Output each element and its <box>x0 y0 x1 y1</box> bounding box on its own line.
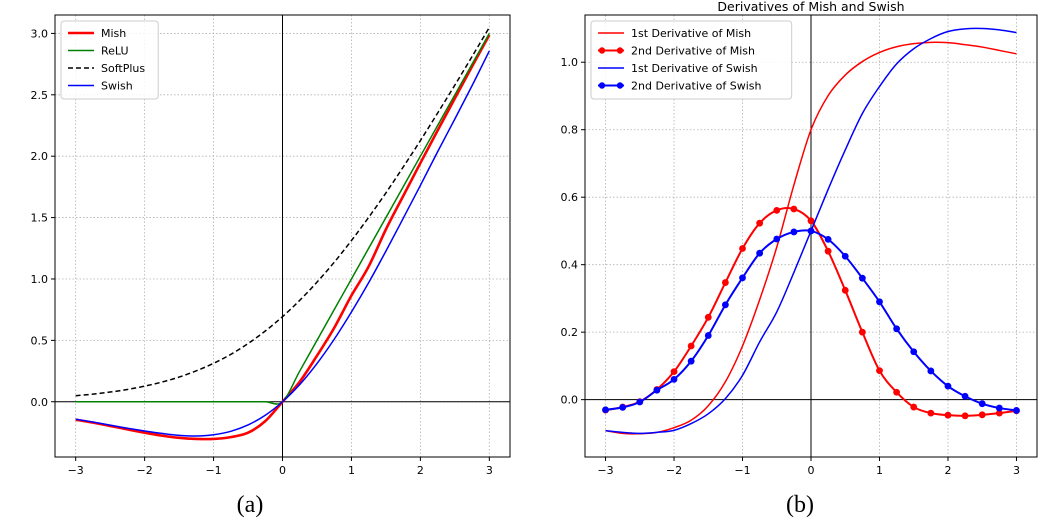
chart-a-legend <box>60 20 159 100</box>
chart-b-series-3-point-3 <box>653 386 661 394</box>
chart-a-legend-label-3: Swish <box>101 80 133 93</box>
chart-b-series-1-point-6 <box>704 313 712 321</box>
chart-b: −3 −2 −1 0 1 2 3 0.0 0.2 0.4 0.6 0.8 1.0 Derivatives … <box>561 0 1038 477</box>
chart-b-series-3-point-2 <box>636 398 644 406</box>
chart-b-series-3-point-5 <box>687 357 695 365</box>
chart-b-series-1-point-18 <box>910 403 918 411</box>
chart-b-xtick-label-5: 2 <box>944 464 951 477</box>
chart-b-series-1-point-5 <box>687 342 695 350</box>
chart-a-legend-label-1: ReLU <box>101 45 129 58</box>
chart-b-legend-label-0: 1st Derivative of Mish <box>631 27 751 40</box>
chart-a-plot-area <box>75 27 491 441</box>
chart-b-series-3-point-14 <box>841 252 849 260</box>
chart-b-series-1-point-17 <box>893 388 901 396</box>
chart-b-series-1-point-16 <box>876 367 883 375</box>
chart-b-series-3-point-20 <box>944 382 952 390</box>
chart-b-series-3-point-16 <box>876 298 883 306</box>
chart-a-xtick-label-1: −2 <box>137 464 153 477</box>
chart-a-xtick-label-6: 3 <box>486 464 493 477</box>
chart-b-legend-marker-3-b <box>616 82 624 89</box>
chart-b-xtick-label-3: 0 <box>808 464 815 477</box>
chart-b-series-3-point-19 <box>927 367 935 375</box>
chart-a-xtick-label-0: −3 <box>68 464 84 477</box>
chart-a-xtick-label-4: 1 <box>348 464 355 477</box>
chart-b-xtick-label-4: 1 <box>876 464 883 477</box>
chart-b-series-3-point-15 <box>858 274 866 282</box>
chart-a-ytick-label-1: 0.5 <box>31 334 49 347</box>
chart-a-ytick-label-5: 2.5 <box>31 89 49 102</box>
chart-b-xtick-label-1: −2 <box>666 464 682 477</box>
chart-b-legend-marker-1-b <box>616 47 624 54</box>
chart-b-series-1-point-10 <box>773 206 781 214</box>
chart-b-title: Derivatives of Mish and Swish <box>717 0 904 14</box>
chart-b-legend-label-1: 2nd Derivative of Mish <box>631 45 755 58</box>
chart-b-series-0 <box>605 41 1017 435</box>
chart-b-series-1-point-23 <box>995 409 1003 417</box>
chart-a-ytick-label-4: 2.0 <box>31 150 49 163</box>
chart-b-series-1-point-15 <box>858 328 866 336</box>
chart-b-legend <box>590 20 793 100</box>
chart-b-legend-label-3: 2nd Derivative of Swish <box>631 80 762 93</box>
chart-b-series-1-point-22 <box>978 411 986 419</box>
chart-a-xtick-label-3: 0 <box>279 464 286 477</box>
chart-b-series-3-point-0 <box>602 406 609 414</box>
chart-b-ytick-label-0: 0.0 <box>561 394 579 407</box>
chart-a-legend-label-0: Mish <box>101 27 126 40</box>
chart-b-series-1-point-12 <box>807 217 815 225</box>
chart-b-ytick-label-5: 1.0 <box>561 56 579 69</box>
chart-b-series-3-point-8 <box>739 274 746 282</box>
chart-b-series-3-point-6 <box>704 332 712 339</box>
chart-b-ytick-label-2: 0.4 <box>561 259 579 272</box>
chart-b-series-1-point-19 <box>927 409 935 417</box>
caption-a: (a) <box>236 492 264 518</box>
chart-b-xtick-label-0: −3 <box>597 464 613 477</box>
chart-b-series-3-point-13 <box>824 235 832 243</box>
chart-a-ytick-label-2: 1.0 <box>31 273 49 286</box>
chart-b-ytick-label-4: 0.8 <box>561 124 579 137</box>
chart-b-series-1-point-7 <box>721 279 729 286</box>
chart-a-series-2 <box>75 27 490 397</box>
chart-b-xtick-label-2: −1 <box>734 464 750 477</box>
chart-a-xtick-label-5: 2 <box>417 464 424 477</box>
chart-a-ytick-label-3: 1.5 <box>31 212 49 225</box>
chart-b-legend-marker-3-a <box>598 82 606 89</box>
chart-a-series-3 <box>75 50 490 437</box>
chart-b-series-3-point-23 <box>995 404 1003 412</box>
chart-b-series-1-point-9 <box>756 219 764 227</box>
chart-a-legend-label-2: SoftPlus <box>101 62 145 75</box>
chart-a-ytick-label-0: 0.0 <box>31 396 49 409</box>
chart-a: −3 −2 −1 0 1 2 3 0.0 0.5 1.0 1.5 2.0 2.5 3.0 Mish ReLU S… <box>31 14 511 477</box>
chart-b-series-1-point-13 <box>824 247 832 255</box>
chart-b-series-1-point-4 <box>670 368 678 376</box>
chart-b-series-3-point-12 <box>807 227 815 235</box>
chart-b-series-3-point-17 <box>893 325 901 333</box>
chart-b-series-1-point-20 <box>944 411 952 419</box>
chart-b-ytick-label-3: 0.6 <box>561 191 579 204</box>
chart-b-series-1-point-21 <box>961 412 969 420</box>
chart-b-legend-marker-1-a <box>598 47 606 54</box>
chart-b-series-3-point-9 <box>756 249 764 257</box>
chart-b-series-1-point-14 <box>841 286 849 294</box>
chart-b-series-3-point-11 <box>790 228 798 236</box>
chart-b-xtick-label-6: 3 <box>1013 464 1020 477</box>
chart-b-series-3-point-1 <box>619 404 627 411</box>
caption-b: (b) <box>786 492 814 518</box>
chart-b-series-3-point-4 <box>670 375 678 383</box>
chart-b-plot-area <box>602 27 1020 435</box>
chart-b-series-3-point-10 <box>773 235 781 243</box>
chart-b-legend-label-2: 1st Derivative of Swish <box>631 62 758 75</box>
chart-b-ytick-label-1: 0.2 <box>561 326 579 339</box>
chart-b-series-3-point-22 <box>978 400 986 408</box>
chart-a-ytick-label-6: 3.0 <box>31 27 49 40</box>
chart-b-series-1-point-8 <box>739 245 746 252</box>
chart-b-series-3-point-24 <box>1013 407 1020 414</box>
chart-b-series-1-point-11 <box>790 205 798 213</box>
chart-b-series-3-point-18 <box>910 348 918 356</box>
chart-a-xtick-label-2: −1 <box>205 464 221 477</box>
chart-b-series-3-point-7 <box>721 301 729 309</box>
chart-b-series-3-point-21 <box>961 392 969 400</box>
